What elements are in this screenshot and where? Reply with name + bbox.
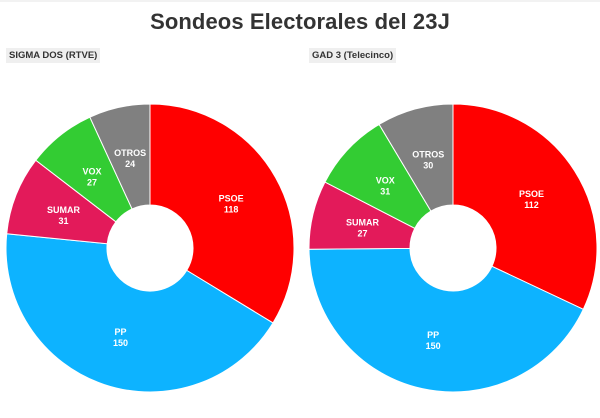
slice-label-psoe: PSOE — [219, 193, 244, 203]
slice-label-psoe: PSOE — [519, 189, 544, 199]
top-divider — [0, 0, 600, 2]
chart-label-gad3: GAD 3 (Telecinco) — [309, 48, 397, 63]
slice-value-psoe: 118 — [224, 204, 239, 214]
slice-label-pp: PP — [427, 330, 439, 340]
slice-otros — [89, 103, 151, 210]
slice-value-vox: 31 — [380, 186, 390, 196]
page-title: Sondeos Electorales del 23J — [150, 9, 450, 34]
slice-label-pp: PP — [114, 327, 126, 337]
chart-label-sigma-dos: SIGMA DOS (RTVE) — [6, 48, 101, 63]
slice-pp — [308, 247, 584, 393]
slice-pp — [5, 233, 274, 393]
slice-value-sumar: 31 — [59, 216, 69, 226]
slice-label-sumar: SUMAR — [47, 205, 80, 215]
slice-psoe — [149, 103, 295, 324]
slice-label-otros: OTROS — [114, 148, 146, 158]
slice-value-psoe: 112 — [524, 200, 539, 210]
slice-value-otros: 24 — [125, 159, 135, 169]
slice-value-sumar: 27 — [358, 228, 368, 238]
slice-otros — [378, 103, 454, 212]
slice-label-vox: VOX — [83, 166, 102, 176]
slice-value-otros: 30 — [423, 160, 433, 170]
slice-value-vox: 27 — [87, 177, 97, 187]
slice-label-otros: OTROS — [412, 149, 444, 159]
slice-value-pp: 150 — [113, 338, 128, 348]
slice-label-vox: VOX — [376, 175, 395, 185]
slice-psoe — [452, 103, 598, 310]
slice-value-pp: 150 — [426, 341, 441, 351]
slice-label-sumar: SUMAR — [346, 217, 379, 227]
